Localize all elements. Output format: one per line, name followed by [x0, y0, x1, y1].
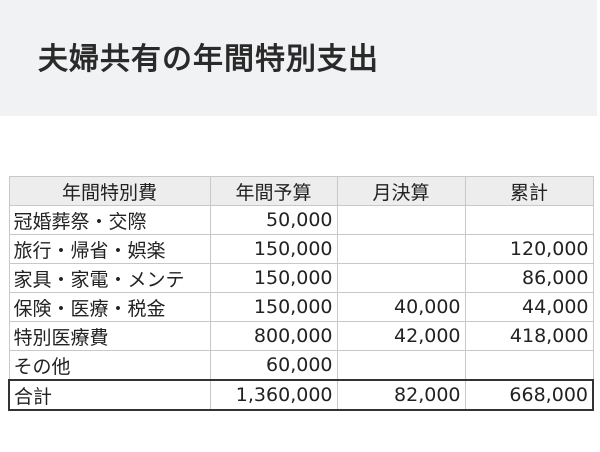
- amount-cell: 42,000: [336, 321, 466, 351]
- amount-cell: [336, 234, 466, 264]
- amount-cell: 150,000: [209, 263, 338, 293]
- category-cell: 家具・家電・メンテ: [8, 263, 211, 293]
- amount-cell: 50,000: [209, 205, 338, 235]
- table-row: 冠婚葬祭・交際 50,000: [8, 205, 594, 235]
- table-header-row: 年間特別費 年間予算 月決算 累計: [8, 176, 594, 206]
- amount-cell: [464, 350, 594, 381]
- table-row: 特別医療費 800,000 42,000 418,000: [8, 321, 594, 351]
- amount-cell: 418,000: [464, 321, 594, 351]
- special-expenses-table: 年間特別費 年間予算 月決算 累計 冠婚葬祭・交際 50,000 旅行・帰省・娯楽 1…: [8, 176, 594, 411]
- column-header: 累計: [464, 176, 594, 206]
- amount-cell: 44,000: [464, 292, 594, 322]
- table-row: その他 60,000: [8, 350, 594, 381]
- category-cell: 旅行・帰省・娯楽: [8, 234, 211, 264]
- total-row: 合計 1,360,000 82,000 668,000: [8, 379, 594, 411]
- amount-cell: [336, 263, 466, 293]
- table-row: 家具・家電・メンテ 150,000 86,000: [8, 263, 594, 293]
- amount-cell: 150,000: [209, 292, 338, 322]
- column-header: 年間予算: [209, 176, 338, 206]
- category-cell: 保険・医療・税金: [8, 292, 211, 322]
- amount-cell: [336, 350, 466, 381]
- column-header: 月決算: [336, 176, 466, 206]
- amount-cell: 86,000: [464, 263, 594, 293]
- amount-cell: 668,000: [464, 379, 594, 411]
- amount-cell: 60,000: [209, 350, 338, 381]
- amount-cell: 1,360,000: [209, 379, 338, 411]
- page-title: 夫婦共有の年間特別支出: [38, 42, 379, 77]
- category-cell: 合計: [8, 379, 211, 411]
- amount-cell: 150,000: [209, 234, 338, 264]
- column-header: 年間特別費: [8, 176, 211, 206]
- amount-cell: 82,000: [336, 379, 466, 411]
- amount-cell: 800,000: [209, 321, 338, 351]
- amount-cell: 120,000: [464, 234, 594, 264]
- category-cell: 冠婚葬祭・交際: [8, 205, 211, 235]
- amount-cell: [336, 205, 466, 235]
- table-row: 旅行・帰省・娯楽 150,000 120,000: [8, 234, 594, 264]
- title-banner: 夫婦共有の年間特別支出: [0, 0, 597, 116]
- category-cell: 特別医療費: [8, 321, 211, 351]
- amount-cell: 40,000: [336, 292, 466, 322]
- category-cell: その他: [8, 350, 211, 381]
- table-row: 保険・医療・税金 150,000 40,000 44,000: [8, 292, 594, 322]
- amount-cell: [464, 205, 594, 235]
